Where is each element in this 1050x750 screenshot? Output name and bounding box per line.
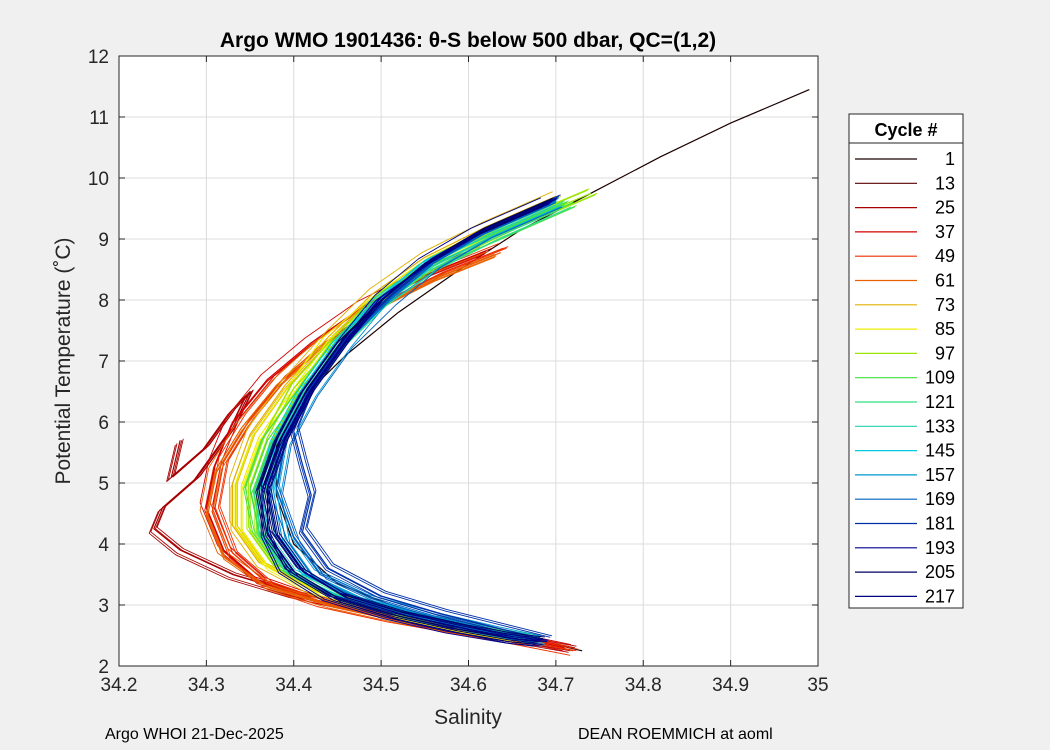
series-line-cycle-169-profile bbox=[275, 200, 557, 640]
series-line-cycle-157-profile bbox=[280, 206, 561, 646]
series-group bbox=[148, 89, 810, 656]
series-line-cycle-181-profile bbox=[296, 195, 560, 638]
y-tick-label: 7 bbox=[98, 352, 109, 373]
legend-label-181: 181 bbox=[925, 514, 955, 534]
legend-label-205: 205 bbox=[925, 562, 955, 582]
y-axis-ticks: 2 3 4 5 6 7 8 9 10 11 12 bbox=[88, 47, 818, 678]
legend-label-157: 157 bbox=[925, 465, 955, 485]
x-tick-label: 34.8 bbox=[625, 675, 662, 696]
series-line-cycle-217-profile bbox=[260, 197, 541, 638]
x-tick-label: 34.6 bbox=[450, 675, 487, 696]
y-tick-label: 9 bbox=[98, 230, 109, 251]
legend-label-73: 73 bbox=[935, 295, 955, 315]
legend-label-97: 97 bbox=[935, 343, 955, 363]
series-layer bbox=[148, 89, 810, 656]
legend-label-145: 145 bbox=[925, 441, 955, 461]
x-tick-label: 34.7 bbox=[537, 675, 574, 696]
y-tick-label: 3 bbox=[98, 596, 109, 617]
legend-label-85: 85 bbox=[935, 319, 955, 339]
x-tick-label: 35 bbox=[807, 675, 828, 696]
grid-lines bbox=[118, 55, 819, 667]
y-tick-label: 5 bbox=[98, 474, 109, 495]
y-tick-label: 10 bbox=[88, 169, 109, 190]
legend-label-169: 169 bbox=[925, 489, 955, 509]
chart-title: Argo WMO 1901436: θ-S below 500 dbar, QC… bbox=[220, 29, 716, 52]
footer-left: Argo WHOI 21-Dec-2025 bbox=[105, 726, 284, 743]
legend-label-109: 109 bbox=[925, 368, 955, 388]
y-tick-label: 4 bbox=[98, 535, 109, 556]
x-tick-label: 34.9 bbox=[712, 675, 749, 696]
legend-label-217: 217 bbox=[925, 586, 955, 606]
legend-label-49: 49 bbox=[935, 246, 955, 266]
series-line-cycle-217-profile bbox=[268, 201, 549, 643]
legend: Cycle # 1 13 25 37 49 61 73 85 97 109 121 133 145 157… bbox=[848, 113, 964, 609]
legend-title: Cycle # bbox=[874, 120, 937, 140]
x-axis-ticks: 34.2 34.3 34.4 34.5 34.6 34.7 34.8 34.9 35 bbox=[101, 56, 829, 696]
y-tick-label: 12 bbox=[88, 47, 109, 68]
x-tick-label: 34.2 bbox=[101, 675, 138, 696]
y-axis-label: Potential Temperature (˚C) bbox=[52, 237, 75, 484]
legend-box bbox=[848, 113, 964, 609]
legend-label-25: 25 bbox=[935, 198, 955, 218]
legend-label-193: 193 bbox=[925, 538, 955, 558]
legend-label-37: 37 bbox=[935, 222, 955, 242]
legend-label-61: 61 bbox=[935, 271, 955, 291]
y-tick-label: 6 bbox=[98, 413, 109, 434]
y-tick-label: 11 bbox=[89, 108, 109, 129]
legend-label-1: 1 bbox=[945, 149, 955, 169]
y-tick-label: 2 bbox=[98, 657, 109, 678]
legend-label-121: 121 bbox=[925, 392, 955, 412]
y-tick-label: 8 bbox=[98, 291, 109, 312]
x-axis-label: Salinity bbox=[434, 706, 502, 729]
x-tick-label: 34.3 bbox=[188, 675, 225, 696]
x-tick-label: 34.5 bbox=[363, 675, 400, 696]
series-line-cycle-181-profile bbox=[290, 200, 553, 643]
footer-right: DEAN ROEMMICH at aoml bbox=[578, 726, 773, 743]
legend-entries: 1 13 25 37 49 61 73 85 97 109 121 133 145 157 169 181 19… bbox=[855, 149, 955, 606]
legend-label-133: 133 bbox=[925, 416, 955, 436]
legend-label-13: 13 bbox=[935, 173, 955, 193]
x-tick-label: 34.4 bbox=[275, 675, 312, 696]
